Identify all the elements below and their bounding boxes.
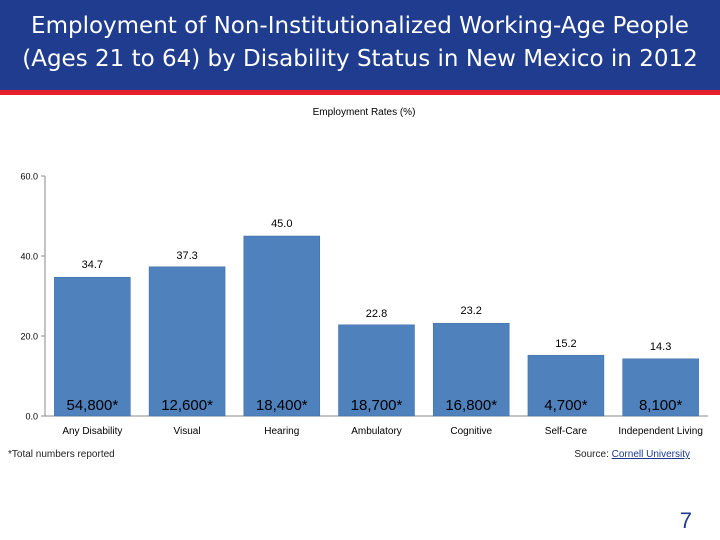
slide-header: Employment of Non-Institutionalized Work…: [0, 0, 720, 90]
bar-value-label: 34.7: [82, 259, 103, 271]
bar-value-label: 14.3: [650, 341, 671, 353]
bar-value-label: 15.2: [555, 338, 576, 350]
footnote: *Total numbers reported: [8, 449, 115, 460]
bar-total-label: 12,600*: [161, 397, 213, 414]
page-number: 7: [679, 508, 692, 533]
y-tick-label: 0.0: [25, 412, 38, 422]
source-note: Source: Cornell University: [574, 449, 690, 460]
y-tick-label: 20.0: [20, 332, 38, 342]
x-category-label: Cognitive: [450, 426, 492, 437]
bar: [432, 322, 510, 417]
source-label: Source:: [574, 449, 612, 460]
accent-bar: [0, 90, 720, 95]
bar-total-label: 18,700*: [351, 397, 403, 414]
bar-total-label: 4,700*: [544, 397, 588, 414]
x-category-label: Self-Care: [545, 426, 588, 437]
bar-total-label: 18,400*: [256, 397, 308, 414]
bar: [148, 266, 226, 417]
slide-title: Employment of Non-Institutionalized Work…: [22, 13, 698, 72]
x-category-label: Any Disability: [62, 426, 122, 437]
employment-bar-chart: Employment Rates (%) 0.0 20.0 40.0 60.0 34.7 5…: [20, 107, 708, 437]
bar: [243, 235, 321, 417]
bar-value-label: 22.8: [366, 308, 387, 320]
bar-total-label: 16,800*: [445, 397, 497, 414]
bar: [54, 276, 131, 417]
x-category-label: Independent Living: [618, 426, 703, 437]
source-link[interactable]: Cornell University: [611, 449, 690, 460]
y-tick-label: 40.0: [20, 252, 38, 262]
bar-value-label: 37.3: [176, 250, 197, 262]
bar-value-label: 45.0: [271, 218, 292, 230]
y-tick-label: 60.0: [20, 172, 38, 182]
x-category-label: Visual: [174, 426, 201, 437]
bar: [338, 324, 415, 417]
bar-total-label: 54,800*: [66, 397, 118, 414]
bar: [527, 354, 605, 417]
x-category-label: Hearing: [264, 426, 299, 437]
bar-value-label: 23.2: [461, 305, 482, 317]
chart-title: Employment Rates (%): [313, 107, 416, 118]
bar: [622, 358, 699, 417]
bar-total-label: 8,100*: [639, 397, 683, 414]
x-category-label: Ambulatory: [351, 426, 402, 437]
